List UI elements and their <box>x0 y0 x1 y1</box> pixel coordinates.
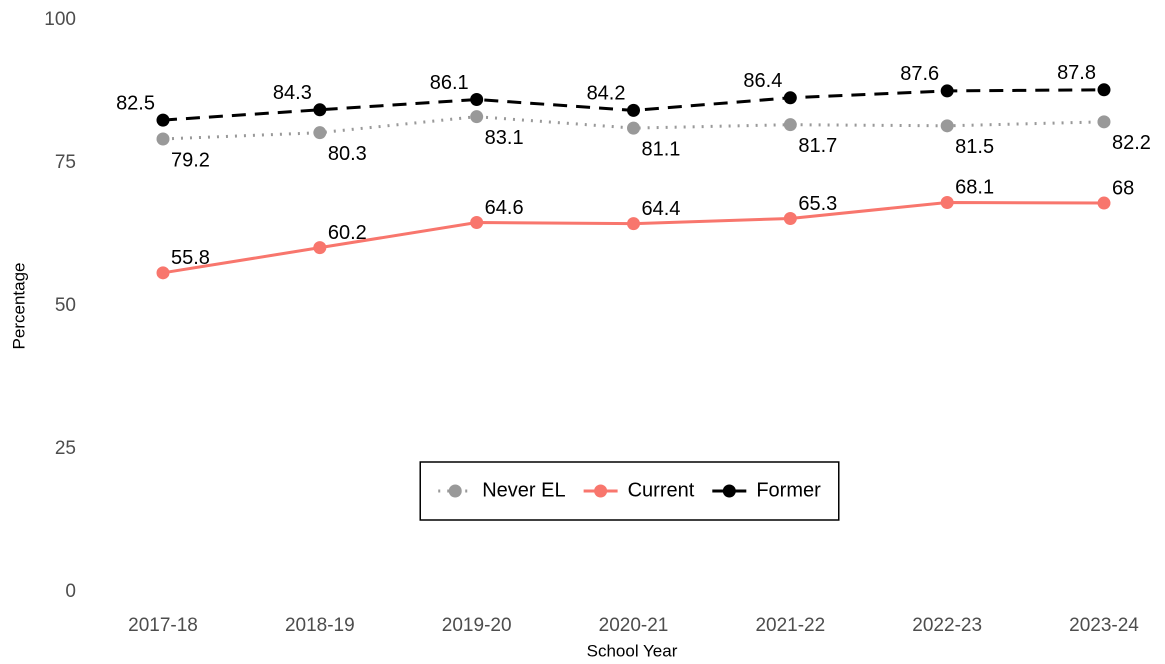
point <box>783 91 797 105</box>
legend-box <box>419 461 840 521</box>
data-label: 79.2 <box>171 149 210 171</box>
point <box>783 118 797 132</box>
data-label: 68 <box>1112 177 1134 199</box>
point <box>470 93 484 107</box>
data-label: 82.5 <box>116 92 155 114</box>
x-tick-label: 2019-20 <box>442 615 512 636</box>
data-label: 86.1 <box>430 72 469 94</box>
legend-text: Current <box>628 479 695 501</box>
data-label: 55.8 <box>171 247 210 269</box>
data-label: 83.1 <box>485 127 524 149</box>
legend-text: Never EL <box>482 479 565 501</box>
y-tick-label: 100 <box>44 9 76 30</box>
point <box>313 103 327 117</box>
legend-text: Former <box>756 479 821 501</box>
data-label: 64.6 <box>485 197 524 219</box>
data-label: 64.4 <box>642 198 681 220</box>
y-tick-label: 50 <box>55 295 76 316</box>
data-label: 65.3 <box>798 193 837 215</box>
point <box>156 113 170 127</box>
x-tick-label: 2017-18 <box>128 615 198 636</box>
point <box>1097 115 1111 129</box>
x-axis-title: School Year <box>587 641 678 660</box>
legend-key-point <box>594 484 608 498</box>
point <box>783 211 797 225</box>
point <box>1097 83 1111 97</box>
x-tick-label: 2018-19 <box>285 615 355 636</box>
data-label: 87.8 <box>1057 62 1096 84</box>
point <box>627 217 640 231</box>
point <box>313 126 327 140</box>
data-label: 87.6 <box>900 63 939 85</box>
data-label: 81.1 <box>642 138 681 160</box>
legend-key-point <box>448 484 462 498</box>
point <box>940 84 954 98</box>
data-label: 86.4 <box>743 70 782 92</box>
point <box>1097 196 1111 210</box>
data-label: 80.3 <box>328 143 367 165</box>
y-axis-title: Percentage <box>9 263 28 350</box>
y-tick-label: 0 <box>65 581 76 602</box>
point <box>470 110 484 124</box>
data-label: 60.2 <box>328 222 367 244</box>
data-label: 84.3 <box>273 82 312 104</box>
data-label: 82.2 <box>1112 132 1151 154</box>
legend: Never EL Current Former <box>419 461 840 521</box>
point <box>156 132 170 146</box>
x-tick-label: 2022-23 <box>912 615 982 636</box>
data-label: 68.1 <box>955 177 994 199</box>
x-tick-label: 2020-21 <box>599 615 669 636</box>
point <box>940 119 954 133</box>
data-label: 81.7 <box>798 135 837 157</box>
point <box>156 266 170 280</box>
point <box>940 195 954 209</box>
data-label: 81.5 <box>955 136 994 158</box>
data-label: 84.2 <box>587 83 626 105</box>
y-tick-label: 25 <box>55 438 76 459</box>
y-tick-label: 75 <box>55 152 76 173</box>
series-line <box>162 200 1105 275</box>
x-tick-label: 2023-24 <box>1069 615 1139 636</box>
point <box>627 121 640 135</box>
point <box>627 103 640 117</box>
point <box>470 215 484 229</box>
legend-key-point <box>722 484 736 498</box>
point <box>313 241 327 255</box>
x-tick-label: 2021-22 <box>755 615 825 636</box>
